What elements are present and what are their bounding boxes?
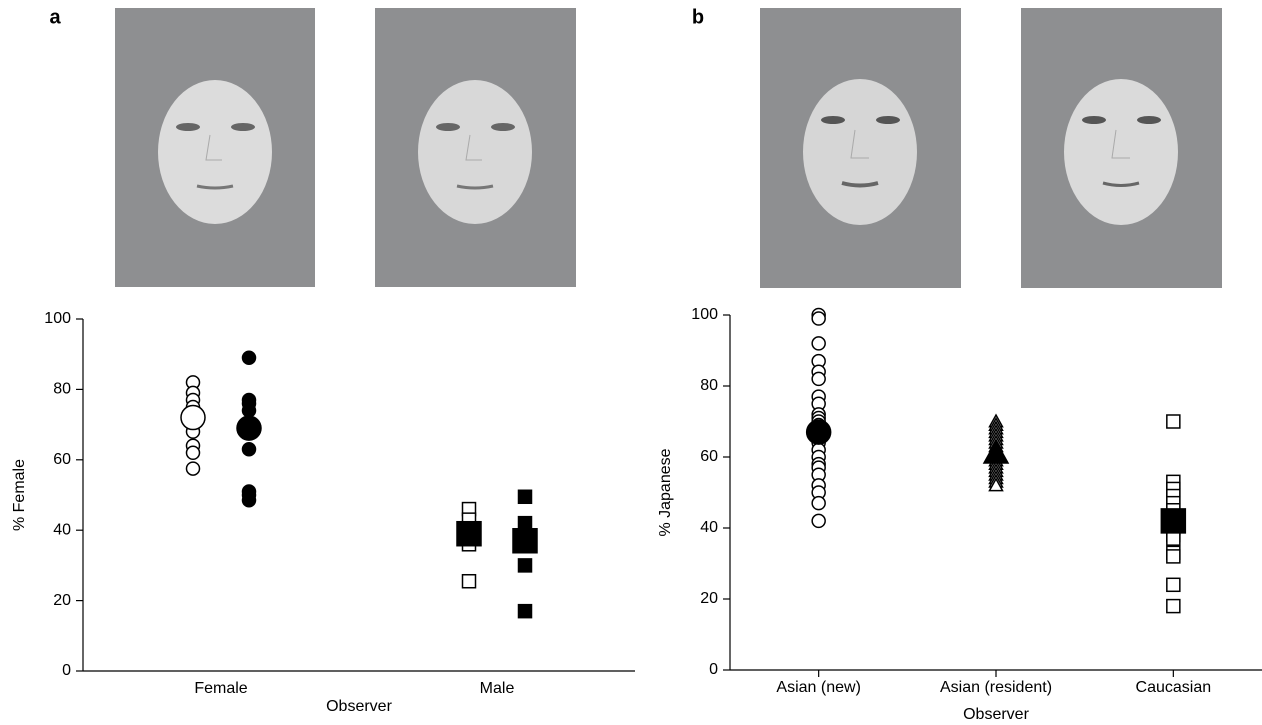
data-point xyxy=(1166,531,1181,546)
mean-point xyxy=(236,415,262,441)
y-tick-label: 20 xyxy=(700,590,718,607)
mean-point xyxy=(982,439,1010,464)
y-tick-label: 80 xyxy=(53,381,71,398)
data-point xyxy=(811,336,826,351)
x-tick-label: Asian (new) xyxy=(776,679,860,696)
data-point xyxy=(241,493,257,508)
face-image xyxy=(115,8,315,287)
y-tick-label: 100 xyxy=(44,310,71,327)
data-point xyxy=(241,441,257,457)
mean-point xyxy=(180,404,206,431)
data-point xyxy=(517,515,533,531)
panel-label: a xyxy=(49,6,61,28)
data-point xyxy=(517,603,533,619)
x-tick-label: Caucasian xyxy=(1136,679,1212,696)
x-tick-label: Asian (resident) xyxy=(940,679,1052,696)
data-point xyxy=(1166,577,1181,593)
y-tick-label: 60 xyxy=(53,451,71,468)
y-tick-label: 80 xyxy=(700,377,718,394)
x-axis-title: Observer xyxy=(963,706,1029,723)
data-point xyxy=(811,371,826,387)
y-axis-title: % Japanese xyxy=(657,448,674,536)
y-tick-label: 40 xyxy=(53,521,71,538)
face-image xyxy=(375,8,576,287)
data-point xyxy=(517,558,533,573)
mean-point xyxy=(805,419,832,445)
mean-point xyxy=(456,520,482,547)
mean-point xyxy=(512,528,538,554)
x-tick-label: Female xyxy=(194,680,247,697)
data-point xyxy=(461,573,477,589)
y-tick-label: 0 xyxy=(62,662,71,679)
face-image xyxy=(760,8,961,288)
mean-point xyxy=(1160,508,1187,534)
face-image xyxy=(1021,8,1222,288)
data-point xyxy=(811,311,826,326)
x-tick-label: Male xyxy=(480,680,515,697)
data-point xyxy=(811,495,826,511)
data-point xyxy=(185,445,201,461)
data-point xyxy=(185,461,201,476)
panel-label: b xyxy=(692,6,704,28)
y-tick-label: 40 xyxy=(700,519,718,536)
data-point xyxy=(517,489,533,505)
y-tick-label: 60 xyxy=(700,448,718,465)
data-point xyxy=(1166,598,1181,614)
y-tick-label: 20 xyxy=(53,592,71,609)
data-point xyxy=(241,350,257,365)
data-point xyxy=(241,403,257,418)
face-images xyxy=(115,8,1222,288)
data-point xyxy=(988,477,1004,492)
data-point xyxy=(811,513,826,529)
x-axis-title: Observer xyxy=(326,698,392,715)
y-tick-label: 100 xyxy=(691,306,718,323)
y-axis-title: % Female xyxy=(11,459,28,531)
y-tick-label: 0 xyxy=(709,661,718,678)
data-point xyxy=(1166,549,1181,564)
data-point xyxy=(1166,414,1181,429)
